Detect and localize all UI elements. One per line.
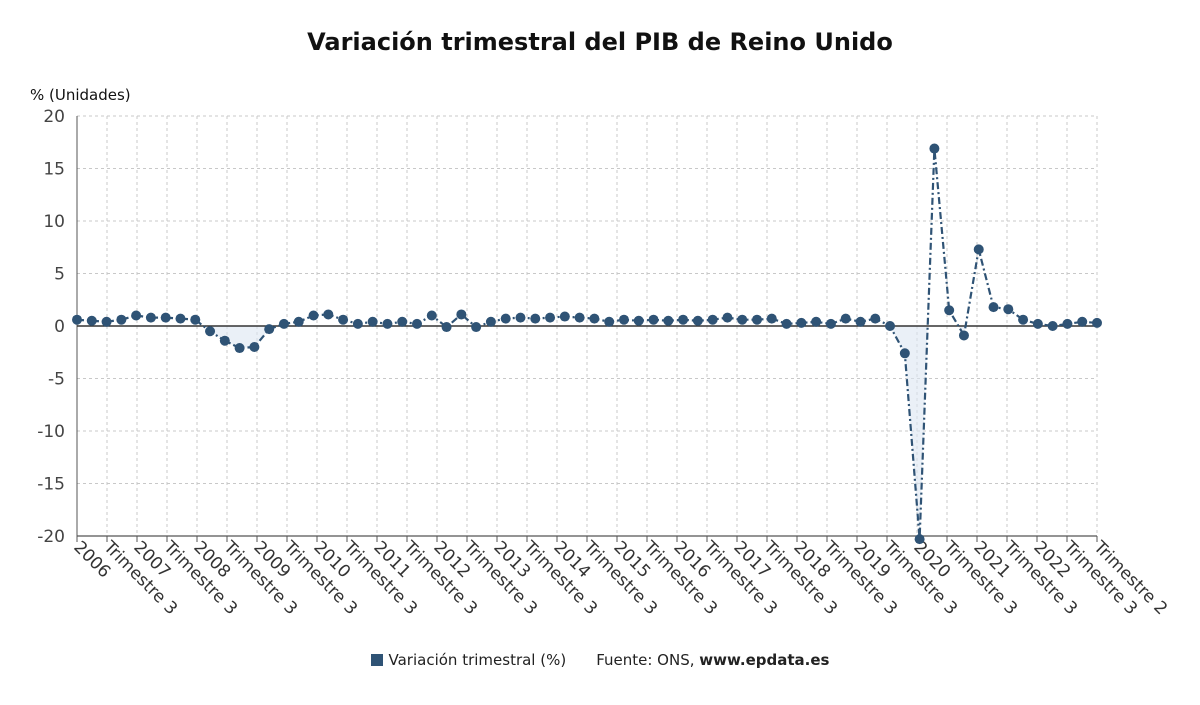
data-point bbox=[485, 316, 496, 327]
data-point bbox=[1092, 317, 1102, 328]
data-point bbox=[338, 314, 349, 325]
data-point bbox=[86, 315, 97, 326]
data-point bbox=[1047, 321, 1058, 331]
data-point bbox=[1062, 318, 1073, 329]
series-line bbox=[76, 147, 1098, 541]
legend-source-site: www.epdata.es bbox=[699, 651, 830, 669]
data-point bbox=[840, 313, 851, 324]
data-point bbox=[574, 312, 585, 323]
data-point bbox=[1018, 314, 1029, 325]
data-point bbox=[1003, 304, 1014, 315]
data-point bbox=[752, 314, 762, 325]
y-tick-label: -15 bbox=[37, 475, 65, 495]
data-point bbox=[737, 314, 748, 325]
data-point bbox=[219, 335, 230, 346]
data-point bbox=[278, 318, 289, 329]
data-point bbox=[633, 315, 644, 326]
data-point bbox=[175, 313, 186, 324]
data-point bbox=[530, 313, 541, 324]
data-point bbox=[264, 324, 275, 335]
data-point bbox=[973, 244, 984, 255]
data-point bbox=[441, 322, 452, 333]
y-tick-label: 0 bbox=[54, 317, 65, 337]
data-point bbox=[796, 317, 807, 328]
data-point bbox=[190, 314, 201, 325]
y-tick-label: 10 bbox=[43, 212, 65, 232]
chart-svg: % (Unidades) 20 15 10 5 0 -5 -10 -15 -20 2006Tri… bbox=[30, 86, 1171, 619]
data-point bbox=[692, 315, 703, 326]
y-tick-label: 20 bbox=[43, 107, 65, 127]
data-point bbox=[205, 326, 216, 337]
data-point bbox=[899, 348, 910, 359]
negative-area-fill bbox=[890, 326, 928, 540]
data-point bbox=[944, 305, 955, 316]
data-point bbox=[545, 312, 556, 323]
data-point bbox=[855, 316, 866, 327]
data-point bbox=[456, 309, 467, 320]
data-point bbox=[766, 313, 777, 324]
data-point bbox=[707, 314, 718, 325]
negative-area bbox=[203, 326, 966, 540]
data-point bbox=[412, 318, 422, 329]
data-point bbox=[160, 312, 171, 323]
data-point bbox=[131, 310, 142, 321]
data-point bbox=[1077, 316, 1088, 327]
data-point bbox=[352, 318, 363, 329]
data-point bbox=[958, 330, 969, 341]
chart-title: Variación trimestral del PIB de Reino Un… bbox=[307, 28, 893, 56]
data-point bbox=[293, 316, 304, 327]
data-point bbox=[722, 312, 733, 323]
legend: Variación trimestral (%) Fuente: ONS, www… bbox=[0, 651, 1200, 669]
data-point bbox=[914, 534, 925, 545]
series bbox=[72, 143, 1102, 545]
data-point bbox=[678, 314, 689, 325]
data-point bbox=[308, 310, 319, 321]
data-point bbox=[234, 343, 245, 354]
y-tick-label: -20 bbox=[37, 527, 65, 547]
negative-area-fill bbox=[203, 326, 279, 349]
legend-swatch bbox=[370, 654, 383, 666]
data-point bbox=[589, 313, 600, 324]
data-point bbox=[367, 316, 378, 327]
data-point bbox=[929, 143, 940, 154]
data-point bbox=[988, 302, 999, 313]
data-point bbox=[648, 314, 659, 325]
y-axis-label: % (Unidades) bbox=[30, 86, 131, 104]
data-point bbox=[426, 310, 437, 321]
data-point bbox=[825, 318, 836, 329]
y-tick-label: 5 bbox=[54, 265, 65, 285]
data-point bbox=[101, 316, 112, 327]
data-point bbox=[471, 322, 482, 333]
data-point bbox=[116, 314, 127, 325]
data-point bbox=[382, 318, 393, 329]
y-tick-label: -5 bbox=[48, 370, 65, 390]
legend-series-label: Variación trimestral (%) bbox=[388, 651, 567, 669]
data-point bbox=[559, 311, 570, 322]
data-point bbox=[663, 315, 674, 326]
y-tick-label: 15 bbox=[43, 160, 65, 180]
data-point bbox=[885, 321, 896, 331]
data-point bbox=[323, 309, 334, 320]
data-point bbox=[500, 313, 511, 324]
data-point bbox=[72, 314, 82, 325]
y-tick-label: -10 bbox=[37, 422, 65, 442]
data-point bbox=[618, 314, 629, 325]
axes bbox=[76, 116, 1098, 542]
data-point bbox=[397, 316, 408, 327]
data-point bbox=[145, 312, 156, 323]
data-point bbox=[249, 342, 260, 352]
data-point bbox=[781, 318, 792, 329]
data-point bbox=[811, 316, 822, 327]
legend-source: Fuente: ONS, bbox=[596, 651, 695, 669]
data-point bbox=[870, 313, 881, 324]
data-point bbox=[1032, 318, 1043, 329]
y-tick-labels: 20 15 10 5 0 -5 -10 -15 -20 bbox=[37, 107, 65, 547]
data-point bbox=[604, 316, 615, 327]
data-point bbox=[515, 312, 526, 323]
